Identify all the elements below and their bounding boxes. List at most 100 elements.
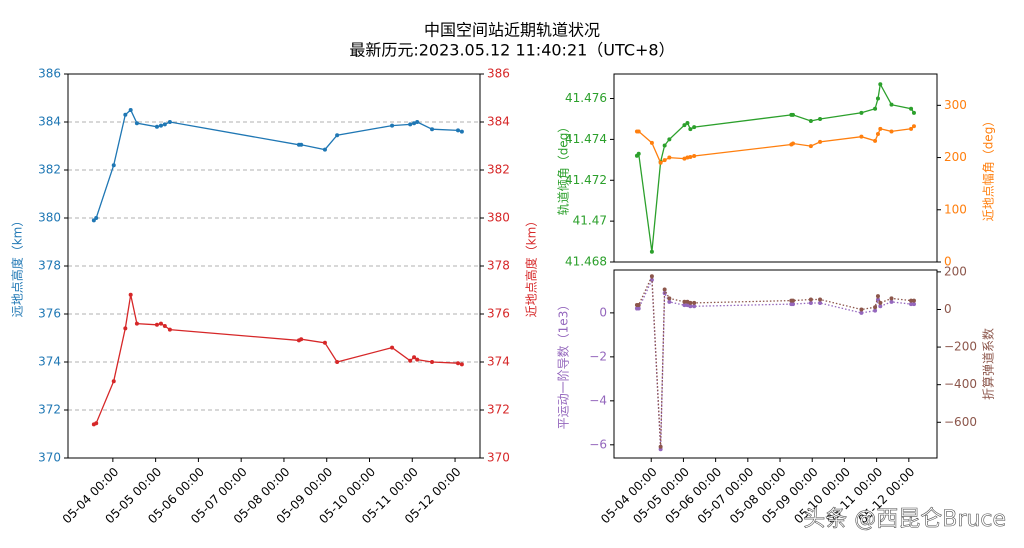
y-tick-label: 376: [38, 307, 61, 321]
point: [682, 299, 687, 304]
y2-tick-label: 374: [487, 355, 510, 369]
point: [818, 300, 823, 305]
point: [873, 308, 878, 313]
point: [662, 143, 667, 148]
point: [818, 116, 823, 121]
y2-tick-label: 300: [944, 98, 967, 112]
point: [873, 305, 878, 310]
point: [408, 358, 413, 363]
point: [128, 292, 133, 297]
point: [808, 297, 813, 302]
point: [878, 126, 883, 131]
y2-tick-label: 386: [487, 67, 510, 81]
point: [667, 299, 672, 304]
title: 中国空间站近期轨道状况: [424, 21, 600, 40]
y2-tick-label: 370: [487, 451, 510, 465]
point: [456, 128, 461, 133]
y-tick-label: 374: [38, 355, 61, 369]
point: [658, 160, 663, 165]
plot-frame: [613, 73, 938, 263]
y-tick-label: 380: [38, 211, 61, 225]
point: [299, 337, 304, 342]
y2-tick-label: 0: [944, 255, 952, 269]
point: [859, 134, 864, 139]
point: [859, 310, 864, 315]
watermark: 头条 @西昆仑Bruce: [803, 507, 1006, 532]
point: [162, 122, 167, 127]
point: [790, 112, 795, 117]
y-tick-label: 41.468: [565, 255, 607, 269]
point: [158, 123, 163, 128]
point: [123, 326, 128, 331]
point: [667, 296, 672, 301]
point: [167, 327, 172, 332]
point: [909, 126, 914, 131]
point: [335, 360, 340, 364]
y2-tick-label: −400: [944, 377, 977, 391]
y-tick-label: 41.472: [565, 173, 607, 187]
point: [909, 302, 914, 307]
point: [412, 355, 417, 360]
point: [692, 300, 697, 305]
point: [859, 110, 864, 115]
y-tick-label: 386: [38, 67, 61, 81]
point: [667, 155, 672, 160]
point: [636, 302, 641, 307]
point: [134, 321, 139, 326]
y-tick-label: 0: [599, 305, 607, 319]
y-tick-label: 41.47: [573, 214, 607, 228]
point: [667, 137, 672, 142]
y-tick-label: 41.476: [565, 91, 607, 105]
point: [636, 129, 641, 134]
point: [692, 125, 697, 130]
point: [875, 132, 880, 137]
point: [649, 277, 654, 282]
y2-tick-label: 200: [944, 150, 967, 164]
point: [123, 112, 128, 117]
point: [430, 127, 435, 132]
y-axis-label: 平运动一阶导数（1e3）: [556, 299, 571, 430]
point: [111, 379, 116, 384]
point: [889, 299, 894, 304]
y2-tick-label: −200: [944, 340, 977, 354]
point: [390, 345, 395, 350]
point: [875, 96, 880, 101]
y2-tick-label: 380: [487, 211, 510, 225]
y2-axis-label: 近地点幅角（deg）: [981, 115, 996, 222]
point: [875, 294, 880, 299]
point: [412, 121, 417, 126]
point: [456, 361, 461, 366]
point: [873, 138, 878, 143]
y-tick-label: −4: [589, 393, 607, 407]
y-tick-label: 41.474: [565, 132, 607, 146]
y-tick-label: −2: [589, 349, 607, 363]
y2-tick-label: 382: [487, 163, 510, 177]
point: [873, 106, 878, 111]
y-tick-label: 378: [38, 259, 61, 273]
point: [167, 120, 172, 124]
point: [390, 123, 395, 128]
point: [649, 249, 654, 254]
point: [909, 298, 914, 303]
point: [662, 158, 667, 163]
y2-tick-label: 100: [944, 202, 967, 216]
point: [649, 140, 654, 145]
point: [682, 123, 687, 128]
point: [415, 120, 420, 124]
point: [158, 321, 163, 326]
point: [408, 122, 413, 127]
point: [818, 297, 823, 302]
y-axis-label: 远地点高度（km）: [10, 215, 25, 318]
point: [128, 108, 133, 112]
y-tick-label: 384: [38, 115, 61, 129]
point: [808, 300, 813, 305]
point: [859, 307, 864, 312]
point: [790, 302, 795, 307]
point: [459, 129, 464, 134]
subtitle: 最新历元:2023.05.12 11:40:21（UTC+8）: [349, 41, 674, 60]
point: [889, 129, 894, 134]
point: [111, 163, 116, 168]
point: [808, 119, 813, 123]
point: [335, 133, 340, 138]
